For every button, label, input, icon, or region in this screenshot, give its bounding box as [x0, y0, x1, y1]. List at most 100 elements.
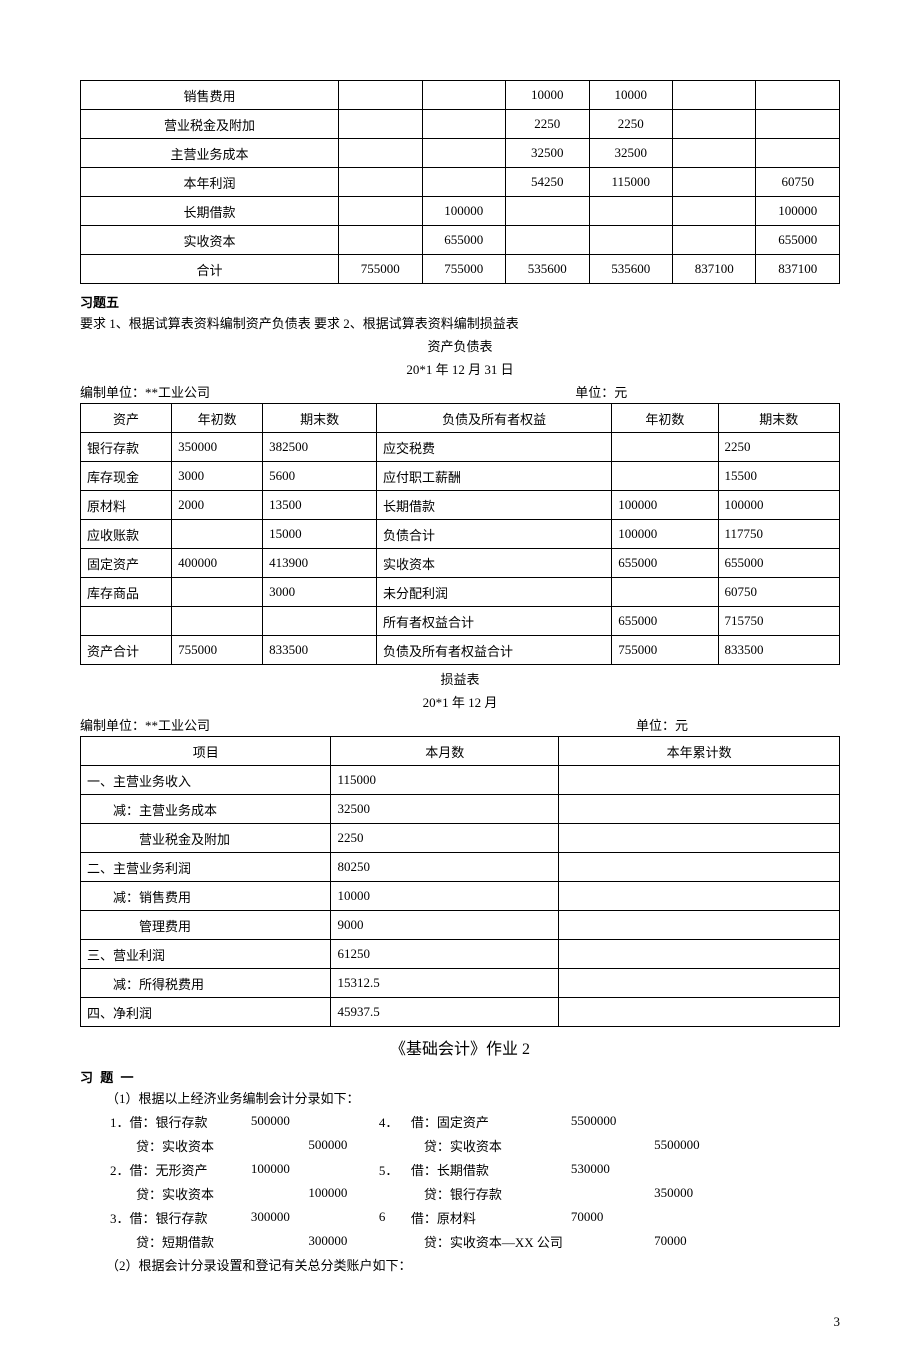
entry-row: 2．借：无形资产1000005．借：长期借款530000	[106, 1157, 746, 1181]
is-header-row: 项目本月数本年累计数	[81, 737, 840, 766]
balance-sheet-date: 20*1 年 12 月 31 日	[80, 359, 840, 378]
cell	[612, 462, 718, 491]
cell	[589, 197, 672, 226]
cell: 100000	[422, 197, 505, 226]
table-row: 库存商品3000未分配利润60750	[81, 578, 840, 607]
cell: 300000	[304, 1229, 374, 1253]
cell: 10000	[331, 882, 559, 911]
ex1-heading: 习 题 一	[80, 1067, 840, 1086]
cell: 本年利润	[81, 168, 339, 197]
is-header-cell: 项目	[81, 737, 331, 766]
cell	[559, 795, 840, 824]
entry-row: 1．借：银行存款5000004．借：固定资产5500000	[106, 1109, 746, 1133]
cell: 350000	[172, 433, 263, 462]
cell: 61250	[331, 940, 559, 969]
cell	[559, 853, 840, 882]
cell	[559, 766, 840, 795]
income-statement-title: 损益表	[80, 669, 840, 688]
cell	[422, 110, 505, 139]
ex1-line2: （2）根据会计分录设置和登记有关总分类账户如下：	[80, 1255, 840, 1274]
is-unit-right: 单位：元	[636, 715, 688, 734]
table-row: 资产合计755000833500负债及所有者权益合计755000833500	[81, 636, 840, 665]
cell	[422, 168, 505, 197]
cell: 销售费用	[81, 81, 339, 110]
balance-sheet-title: 资产负债表	[80, 336, 840, 355]
cell: 655000	[422, 226, 505, 255]
cell: 833500	[718, 636, 839, 665]
ex5-requirements: 要求 1、根据试算表资料编制资产负债表 要求 2、根据试算表资料编制损益表	[80, 313, 840, 332]
cell: 负债及所有者权益合计	[377, 636, 612, 665]
cell	[172, 607, 263, 636]
cell: 应交税费	[377, 433, 612, 462]
entry-row: 3．借：银行存款3000006借：原材料70000	[106, 1205, 746, 1229]
ex5-heading: 习题五	[80, 292, 840, 311]
cell: 贷：实收资本	[106, 1181, 247, 1205]
bs-unit-right: 单位：元	[575, 382, 627, 401]
cell: 5500000	[650, 1133, 746, 1157]
cell	[567, 1133, 650, 1157]
cell	[559, 969, 840, 998]
entry-row: 贷：实收资本100000 贷：银行存款350000	[106, 1181, 746, 1205]
cell	[650, 1109, 746, 1133]
cell	[756, 110, 840, 139]
cell: 54250	[506, 168, 589, 197]
cell: 70000	[650, 1229, 746, 1253]
cell	[304, 1157, 374, 1181]
income-statement-date: 20*1 年 12 月	[80, 692, 840, 711]
cell: 未分配利润	[377, 578, 612, 607]
cell	[612, 433, 718, 462]
cell: 减：所得税费用	[81, 969, 331, 998]
cell	[304, 1109, 374, 1133]
cell	[506, 197, 589, 226]
cell: 5．	[375, 1157, 407, 1181]
table-row: 长期借款100000100000	[81, 197, 840, 226]
table-row: 库存现金30005600应付职工薪酬15500	[81, 462, 840, 491]
cell: 300000	[247, 1205, 305, 1229]
page-number: 3	[80, 1314, 840, 1330]
cell: 9000	[331, 911, 559, 940]
cell: 贷：银行存款	[407, 1181, 567, 1205]
cell	[339, 110, 422, 139]
cell: 6	[375, 1205, 407, 1229]
cell: 3．借：银行存款	[106, 1205, 247, 1229]
cell: 营业税金及附加	[81, 824, 331, 853]
cell: 应付职工薪酬	[377, 462, 612, 491]
cell: 借：长期借款	[407, 1157, 567, 1181]
cell: 117750	[718, 520, 839, 549]
cell: 100000	[612, 520, 718, 549]
cell	[304, 1205, 374, 1229]
bs-header-cell: 负债及所有者权益	[377, 404, 612, 433]
cell: 530000	[567, 1157, 650, 1181]
table-row: 所有者权益合计655000715750	[81, 607, 840, 636]
cell: 资产合计	[81, 636, 172, 665]
cell	[172, 578, 263, 607]
cell	[673, 110, 756, 139]
cell: 15500	[718, 462, 839, 491]
cell	[339, 226, 422, 255]
table-row: 四、净利润45937.5	[81, 998, 840, 1027]
cell	[673, 168, 756, 197]
cell: 营业税金及附加	[81, 110, 339, 139]
cell	[673, 197, 756, 226]
cell	[673, 226, 756, 255]
cell: 负债合计	[377, 520, 612, 549]
cell: 管理费用	[81, 911, 331, 940]
cell: 60750	[718, 578, 839, 607]
table-row: 应收账款15000负债合计100000117750	[81, 520, 840, 549]
cell: 715750	[718, 607, 839, 636]
cell	[339, 168, 422, 197]
cell: 115000	[589, 168, 672, 197]
table-row: 减：销售费用10000	[81, 882, 840, 911]
table-row: 一、主营业务收入115000	[81, 766, 840, 795]
cell: 2．借：无形资产	[106, 1157, 247, 1181]
cell: 535600	[506, 255, 589, 284]
cell	[375, 1229, 407, 1253]
bs-header-cell: 年初数	[172, 404, 263, 433]
cell: 3000	[172, 462, 263, 491]
table-row: 营业税金及附加2250	[81, 824, 840, 853]
cell	[559, 824, 840, 853]
cell: 100000	[612, 491, 718, 520]
is-unit-left: 编制单位：**工业公司	[80, 715, 210, 734]
cell: 长期借款	[377, 491, 612, 520]
trial-balance-table: 销售费用1000010000营业税金及附加22502250主营业务成本32500…	[80, 80, 840, 284]
